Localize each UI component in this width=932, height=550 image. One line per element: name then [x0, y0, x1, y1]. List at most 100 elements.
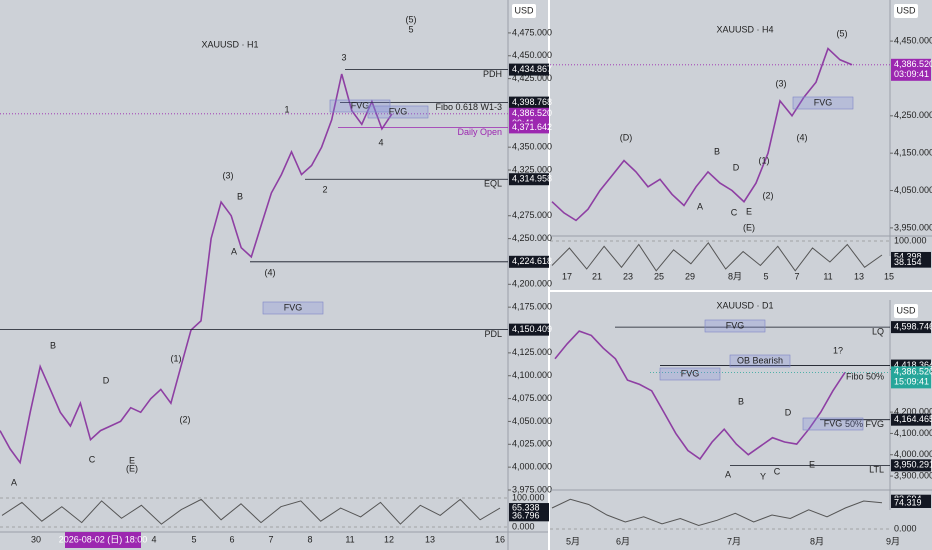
- price-tag-label: 4,224.618: [512, 256, 552, 266]
- x-tick-label: 29: [685, 271, 695, 281]
- price-tag-label: 4,164.465: [894, 414, 932, 424]
- y-tick-label: 3,975.000: [512, 484, 552, 494]
- y-tick-label: 4,000.000: [512, 462, 552, 472]
- price-tag: [509, 323, 549, 336]
- indicator-tag-label: 74.319: [894, 497, 922, 507]
- indicator-tag-label: 38.154: [894, 257, 922, 267]
- currency: USD: [896, 5, 916, 15]
- annotation: B: [237, 191, 243, 201]
- x-tick-label: 8月: [728, 271, 742, 281]
- y-tick-label: 4,100.000: [512, 370, 552, 380]
- y-tick-label: 4,050.000: [512, 416, 552, 426]
- price-tag: [509, 63, 549, 76]
- y-tick-label: 4,250.000: [512, 233, 552, 243]
- price-line: [551, 47, 853, 222]
- x-tick-label: 8: [307, 534, 312, 544]
- annotation: 1: [284, 104, 289, 114]
- indicator-line: [551, 498, 883, 527]
- price-tag-time: 03:09:41: [894, 69, 929, 79]
- annotation: Y: [760, 471, 766, 481]
- x-tick-label: 16: [495, 534, 505, 544]
- zone-box: [659, 367, 721, 381]
- annotation: C: [731, 207, 738, 217]
- annotation: OB Bearish: [737, 355, 783, 365]
- annotation: D: [785, 407, 792, 417]
- annotation: D: [103, 375, 110, 385]
- x-tick-label: 5月: [566, 536, 580, 546]
- indicator-tag-label: 54.398: [894, 251, 922, 261]
- zone-box: [729, 354, 791, 368]
- annotation: (D): [620, 132, 633, 142]
- annotation: 5: [408, 24, 413, 34]
- annotation: (1): [759, 155, 770, 165]
- currency: USD: [896, 305, 916, 315]
- x-tick-label: 6月: [616, 536, 630, 546]
- y-tick-label: 4,100.000: [894, 428, 932, 438]
- price-line: [554, 330, 846, 461]
- price-tag-label: 4,398.768: [512, 97, 552, 107]
- y-tick-label: 4,200.000: [512, 279, 552, 289]
- price-line: [0, 73, 393, 465]
- annotation: (5): [406, 14, 417, 24]
- price-tag-label: 4,418.364: [894, 360, 932, 370]
- y-tick-label: 4,150.000: [894, 148, 932, 158]
- price-tag: [509, 121, 549, 134]
- annotation: FVG: [726, 320, 745, 330]
- indicator-tag-label: 36.796: [512, 511, 540, 521]
- x-tick-label: 8月: [810, 536, 824, 546]
- annotation: A: [725, 469, 731, 479]
- annotation: A: [231, 246, 237, 256]
- annotation: 2: [322, 184, 327, 194]
- price-tag-label: 4,386.520: [894, 367, 932, 377]
- annotation: (E): [126, 463, 138, 473]
- currency: USD: [514, 5, 534, 15]
- y-tick-label: 4,450.000: [894, 35, 932, 45]
- y-tick-label: 4,450.000: [512, 50, 552, 60]
- x-tick-label: 12: [384, 534, 394, 544]
- x-tick-label: 21: [592, 271, 602, 281]
- annotation: A: [697, 201, 703, 211]
- indicator-tag: [891, 251, 931, 262]
- x-tick-label: 13: [854, 271, 864, 281]
- currency-box: [894, 304, 918, 318]
- zone-box: [262, 301, 324, 315]
- annotation: E: [129, 455, 135, 465]
- x-tick-label: 6: [229, 534, 234, 544]
- annotation: A: [11, 477, 17, 487]
- y-tick-label: 3,950.000: [894, 222, 932, 232]
- annotation: FVG: [389, 106, 408, 116]
- y-tick-label: 4,200.000: [894, 406, 932, 416]
- price-tag-label: 3,950.291: [894, 460, 932, 470]
- zone-box: [802, 417, 864, 431]
- x-tick-label: 5: [763, 271, 768, 281]
- annotation: 4: [378, 137, 383, 147]
- annotation: B: [738, 396, 744, 406]
- chart-title: XAUUSD · H4: [716, 24, 773, 34]
- annotation: FVG: [824, 418, 843, 428]
- price-tag-label: 4,598.746: [894, 321, 932, 331]
- price-tag-label: 4,386.520: [512, 108, 552, 118]
- level-note: Daily Open: [457, 127, 502, 137]
- x-tick-label: 4: [151, 534, 156, 544]
- level-note: 50% FVG: [845, 419, 884, 429]
- currency-box: [512, 4, 536, 18]
- price-tag: [509, 255, 549, 268]
- annotation: (4): [797, 132, 808, 142]
- level-note: PDL: [484, 329, 502, 339]
- price-tag-label: 4,434.867: [512, 64, 552, 74]
- y-tick-label: 4,475.000: [512, 27, 552, 37]
- x-tick-label: 5: [191, 534, 196, 544]
- annotation: B: [714, 146, 720, 156]
- level-note: LTL: [869, 465, 884, 475]
- annotation: B: [50, 340, 56, 350]
- zone-box: [367, 105, 429, 119]
- x-tick-label: 17: [562, 271, 572, 281]
- annotation: FVG: [814, 97, 833, 107]
- zone-box: [704, 319, 766, 333]
- y-tick-label: 4,025.000: [512, 439, 552, 449]
- annotation: E: [809, 459, 815, 469]
- y-tick-label: 4,250.000: [894, 110, 932, 120]
- indicator-tag: [891, 497, 931, 508]
- indicator-tag: [891, 257, 931, 268]
